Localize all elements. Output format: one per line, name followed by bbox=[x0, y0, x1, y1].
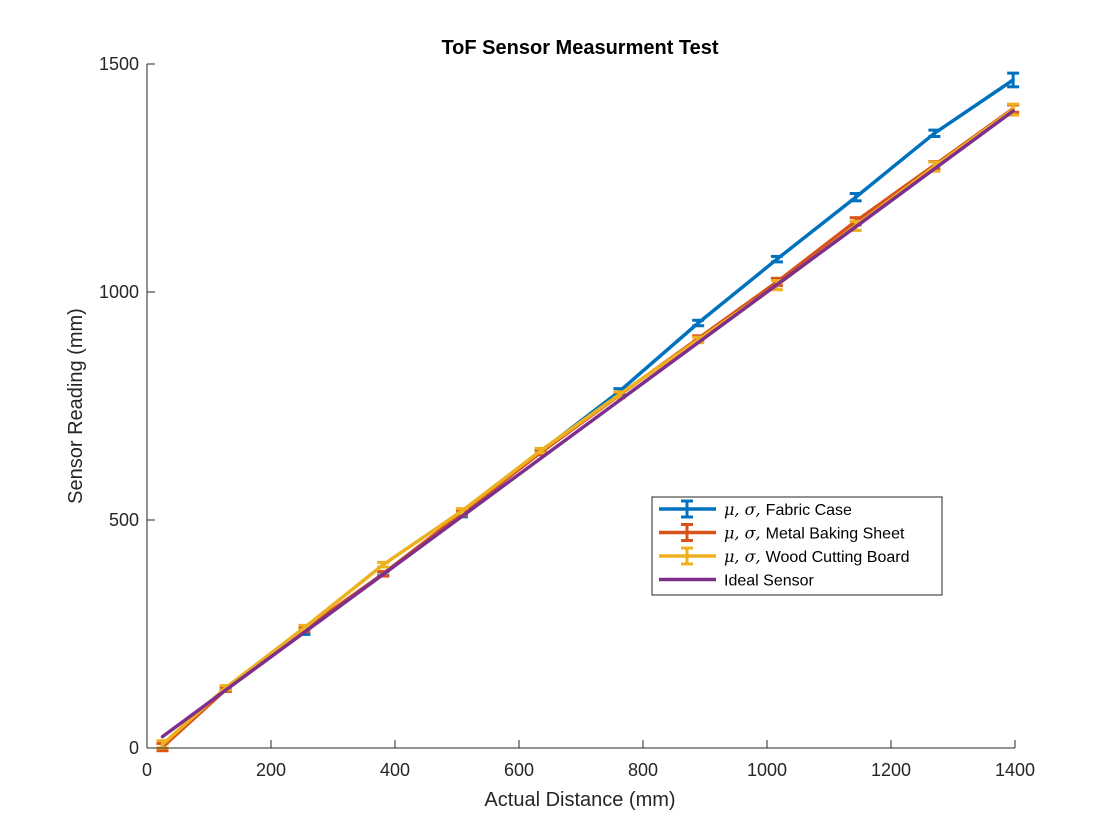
series-line bbox=[160, 109, 1015, 739]
x-tick-label: 200 bbox=[256, 760, 286, 780]
x-tick-label: 800 bbox=[628, 760, 658, 780]
legend: μ, σ, Fabric Case μ, σ, Metal Baking Shee… bbox=[651, 496, 943, 596]
legend-item: Ideal Sensor bbox=[659, 573, 815, 590]
legend-label: μ, σ, Metal Baking Sheet bbox=[724, 524, 905, 543]
y-tick-label: 0 bbox=[129, 738, 139, 758]
legend-item: μ, σ, Metal Baking Sheet bbox=[659, 523, 905, 543]
axes: 0 200 400 600 800 1000 1200 1400 0 500 1000 1500 bbox=[99, 54, 1035, 780]
x-tick-label: 600 bbox=[504, 760, 534, 780]
error-bar bbox=[928, 128, 941, 139]
plot-area bbox=[156, 71, 1020, 753]
series-line bbox=[160, 78, 1015, 748]
y-tick-label: 1500 bbox=[99, 54, 139, 74]
y-tick-label: 500 bbox=[109, 510, 139, 530]
x-axis-label: Actual Distance (mm) bbox=[484, 789, 675, 811]
x-tick-label: 400 bbox=[380, 760, 410, 780]
error-bar bbox=[377, 560, 390, 569]
x-tick-label: 0 bbox=[142, 760, 152, 780]
error-bar bbox=[1007, 71, 1020, 89]
chart-title: ToF Sensor Measurment Test bbox=[441, 37, 718, 59]
legend-label: Ideal Sensor bbox=[724, 573, 815, 590]
legend-label: μ, σ, Fabric Case bbox=[724, 500, 852, 519]
y-axis-label: Sensor Reading (mm) bbox=[65, 308, 87, 504]
error-bar bbox=[849, 192, 862, 203]
legend-item: μ, σ, Wood Cutting Board bbox=[659, 546, 909, 566]
x-tick-label: 1200 bbox=[871, 760, 911, 780]
error-bar bbox=[770, 254, 783, 264]
error-bar bbox=[534, 446, 547, 455]
error-bar bbox=[692, 318, 705, 328]
legend-item: μ, σ, Fabric Case bbox=[659, 499, 852, 519]
y-tick-label: 1000 bbox=[99, 282, 139, 302]
x-tick-label: 1400 bbox=[995, 760, 1035, 780]
x-tick-label: 1000 bbox=[747, 760, 787, 780]
legend-label: μ, σ, Wood Cutting Board bbox=[724, 547, 909, 566]
series-4 bbox=[160, 109, 1015, 739]
